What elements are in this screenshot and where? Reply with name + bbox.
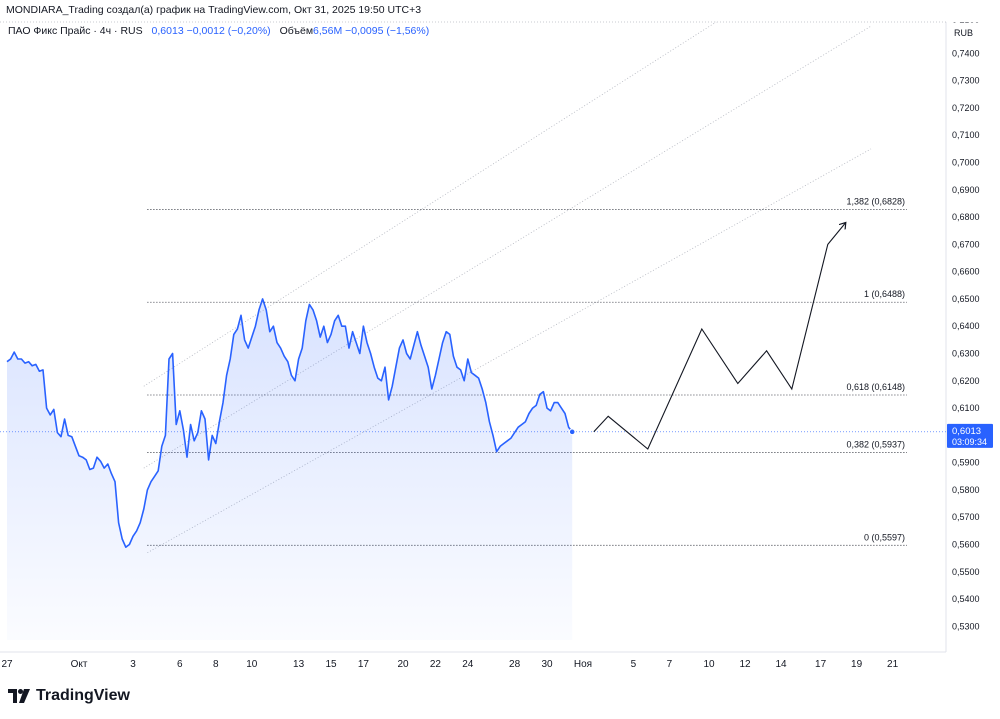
forecast-path [593, 223, 846, 450]
x-tick-label: 6 [177, 659, 183, 670]
y-tick-label: 0,5500 [952, 567, 980, 577]
y-tick-label: 0,6900 [952, 185, 980, 195]
symbol-legend: ПАО Фикс Прайс · 4ч · RUS 0,6013 −0,0012… [8, 25, 429, 37]
currency-badge-bg [947, 23, 997, 41]
x-tick-label: 13 [293, 659, 305, 670]
y-tick-label: 0,6700 [952, 239, 980, 249]
y-tick-label: 0,7000 [952, 158, 980, 168]
x-tick-label: 30 [541, 659, 553, 670]
y-tick-label: 0,6200 [952, 376, 980, 386]
x-tick-label: 21 [887, 659, 899, 670]
x-tick-label: Ноя [574, 659, 592, 670]
x-tick-label: 27 [1, 659, 13, 670]
y-tick-label: 0,5400 [952, 594, 980, 604]
y-tick-label: 0,6100 [952, 403, 980, 413]
y-tick-label: 0,5300 [952, 621, 980, 631]
y-tick-label: 0,5600 [952, 540, 980, 550]
y-tick-label: 0,7100 [952, 130, 980, 140]
y-tick-label: 0,7400 [952, 48, 980, 58]
y-tick-label: 0,7200 [952, 103, 980, 113]
symbol-name[interactable]: ПАО Фикс Прайс · 4ч · RUS [8, 25, 143, 37]
channel-line [143, 21, 717, 387]
x-tick-label: 3 [130, 659, 136, 670]
x-tick-label: Окт [71, 659, 88, 670]
x-tick-label: 28 [509, 659, 521, 670]
price-label-value: 0,6013 [952, 426, 981, 437]
y-tick-label: 0,5900 [952, 458, 980, 468]
y-tick-label: 0,6500 [952, 294, 980, 304]
x-tick-label: 22 [430, 659, 442, 670]
fib-level-label: 1,382 (0,6828) [846, 196, 905, 206]
price-label-countdown: 03:09:34 [952, 437, 987, 447]
y-tick-label: 0,6300 [952, 349, 980, 359]
price-line [6, 298, 573, 548]
x-tick-label: 17 [815, 659, 827, 670]
price-change: −0,0012 (−0,20%) [186, 25, 271, 37]
currency-label: RUB [954, 28, 973, 38]
last-price: 0,6013 [151, 25, 184, 37]
y-tick-label: 0,7300 [952, 76, 980, 86]
x-tick-label: 10 [703, 659, 715, 670]
x-tick-label: 14 [775, 659, 787, 670]
x-tick-label: 5 [631, 659, 637, 670]
y-tick-label: 0,6600 [952, 267, 980, 277]
brand[interactable]: TradingView [8, 687, 130, 705]
fib-level-label: 1 (0,6488) [864, 289, 905, 299]
x-tick-label: 15 [325, 659, 337, 670]
x-tick-label: 12 [739, 659, 751, 670]
y-tick-label: 0,5700 [952, 512, 980, 522]
y-tick-label: 0,5800 [952, 485, 980, 495]
x-tick-label: 7 [667, 659, 673, 670]
x-tick-label: 19 [851, 659, 863, 670]
volume-label: Объём [279, 25, 314, 37]
x-tick-label: 8 [213, 659, 219, 670]
fib-level-label: 0 (0,5597) [864, 532, 905, 542]
brand-name: TradingView [36, 687, 130, 704]
attribution-line: MONDIARA_Trading создал(а) график на Tra… [6, 4, 422, 16]
y-tick-label: 0,6800 [952, 212, 980, 222]
x-tick-label: 24 [462, 659, 474, 670]
fib-level-label: 0,618 (0,6148) [846, 382, 905, 392]
tradingview-logo-icon [8, 689, 30, 703]
x-tick-label: 10 [246, 659, 258, 670]
x-tick-label: 17 [358, 659, 370, 670]
volume-change: −0,0095 (−1,56%) [345, 25, 430, 37]
x-tick-label: 20 [397, 659, 409, 670]
y-tick-label: 0,6400 [952, 321, 980, 331]
last-price-marker [568, 428, 576, 436]
price-label-box [947, 423, 993, 448]
fib-level-label: 0,382 (0,5937) [846, 440, 905, 450]
volume-value: 6,56M [313, 25, 343, 37]
